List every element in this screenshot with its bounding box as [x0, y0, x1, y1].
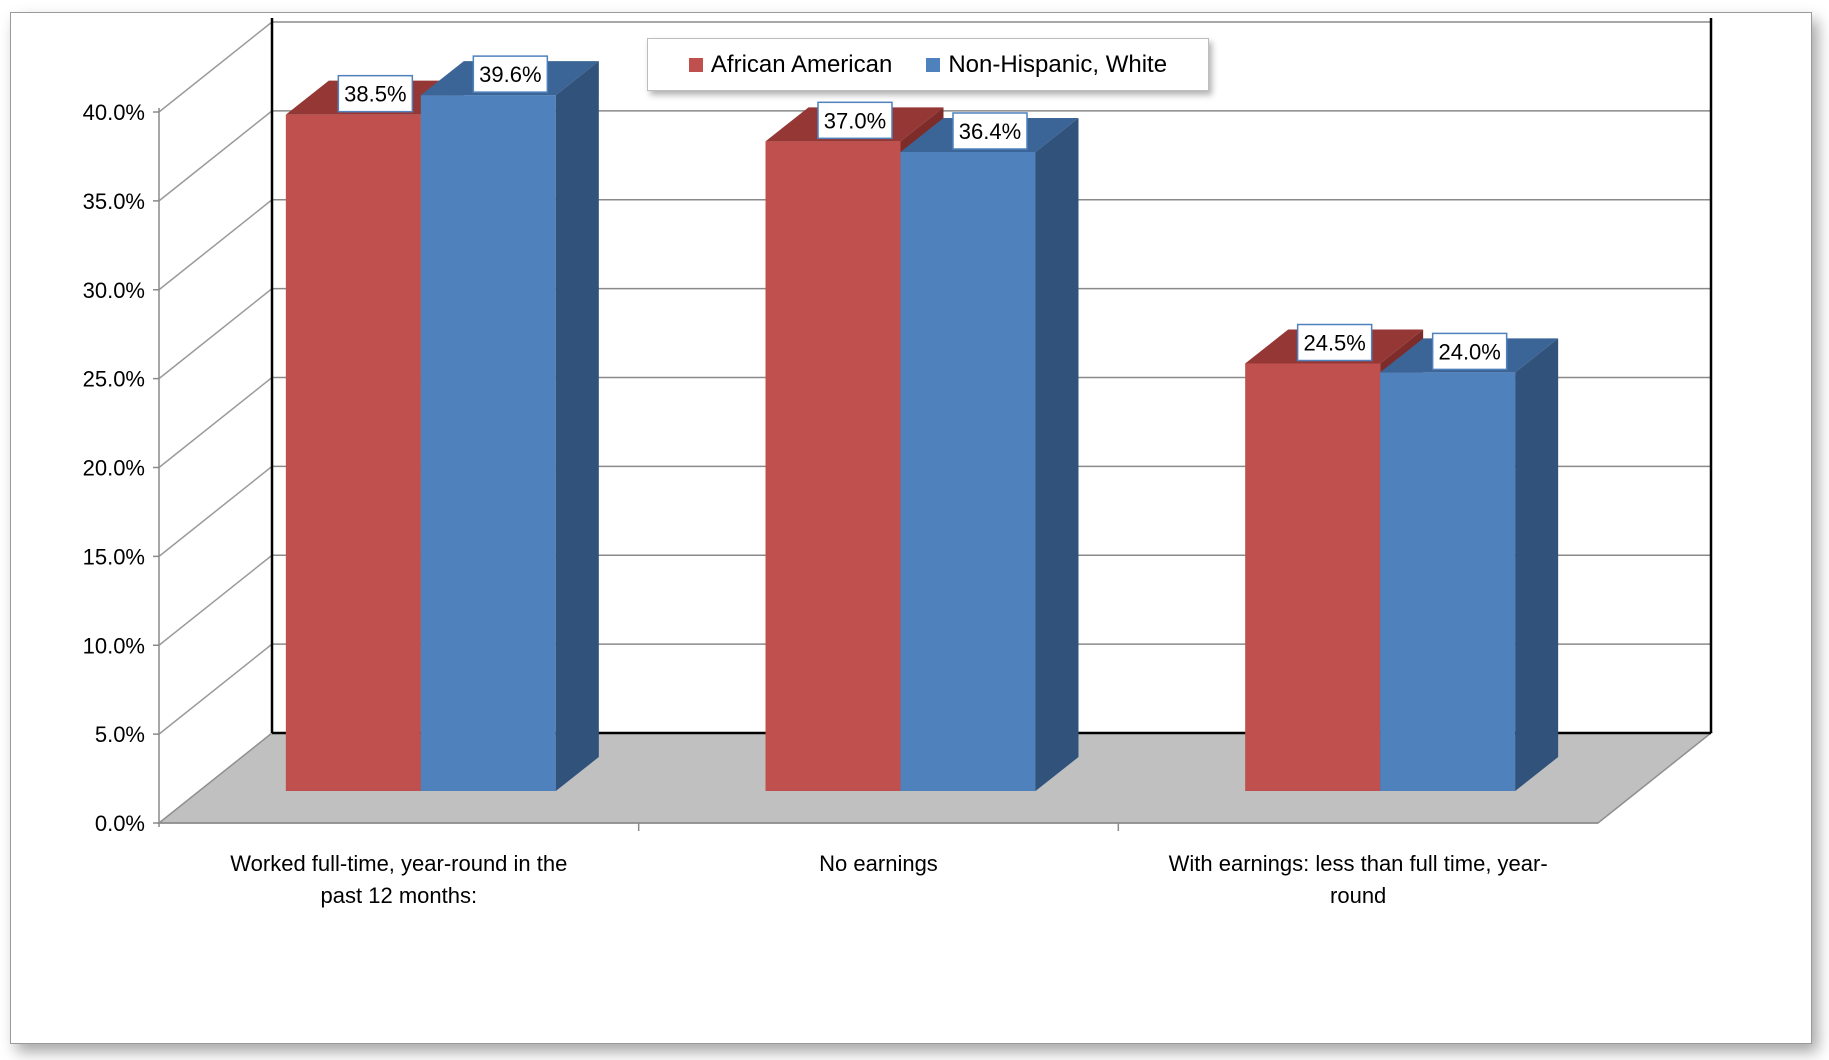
- data-label-box: [817, 101, 893, 140]
- y-axis-tick-labels: 0.0% 5.0% 10.0% 15.0% 20.0% 25.0% 30.0% 35.0% 40…: [83, 100, 159, 836]
- x-axis-category-labels: Worked full-time, year-round in the past …: [230, 823, 1548, 908]
- data-label-box: [952, 112, 1028, 150]
- data-label-box: [1431, 332, 1508, 371]
- y-axis-tick-label: 10.0%: [83, 633, 145, 658]
- y-axis-tick-label: 0.0%: [95, 811, 145, 836]
- x-axis-category-label: past 12 months:: [321, 883, 478, 908]
- data-label: 24.5%: [1303, 331, 1365, 356]
- legend-item-african-american: African American: [688, 50, 893, 79]
- y-axis-tick-label: 20.0%: [83, 456, 145, 481]
- bar-side-face: [1515, 338, 1559, 791]
- y-axis-tick-label: 5.0%: [95, 722, 145, 747]
- bar-front-face: [1245, 363, 1381, 791]
- x-axis-category-label: round: [1330, 883, 1386, 908]
- legend-swatch-african-american: [688, 57, 703, 72]
- y-axis-tick-label: 35.0%: [83, 189, 145, 214]
- data-label: 37.0%: [824, 108, 886, 133]
- bar-chart: 38.5% 39.6% 37.0% 36.4% 24.5% 24.0% 0.0% 5.0% 1…: [83, 18, 1714, 908]
- side-wall-gridline: [158, 643, 273, 735]
- bar-front-face: [1380, 372, 1516, 791]
- legend-label-non-hispanic-white: Non-Hispanic, White: [948, 50, 1168, 78]
- y-axis-tick-label: 30.0%: [83, 278, 145, 303]
- legend-label-african-american: African American: [710, 50, 893, 78]
- data-label-box: [1296, 323, 1373, 362]
- bar-front-face: [420, 95, 556, 792]
- bar-side-face: [1035, 117, 1079, 792]
- data-label: 38.5%: [344, 82, 406, 107]
- y-axis-tick-label: 40.0%: [83, 100, 145, 125]
- y-axis-tick-label: 15.0%: [83, 544, 145, 569]
- side-wall-gridline: [158, 465, 273, 557]
- data-label-box: [337, 74, 414, 113]
- x-axis-category-label: No earnings: [819, 851, 938, 876]
- side-wall-gridline: [158, 554, 273, 646]
- x-axis-category-label: With earnings: less than full time, year…: [1169, 851, 1548, 876]
- side-wall-gridline: [158, 199, 273, 291]
- data-label: 24.0%: [1438, 339, 1500, 364]
- side-wall-gridline: [158, 110, 273, 202]
- bar-front-face: [765, 141, 901, 791]
- side-wall-gridline: [158, 288, 273, 380]
- data-label: 39.6%: [479, 62, 541, 87]
- bars: [285, 61, 1559, 792]
- legend: African American Non-Hispanic, White: [647, 38, 1209, 91]
- legend-swatch-non-hispanic-white: [926, 57, 941, 72]
- data-label-box: [472, 55, 549, 93]
- side-wall-gridline: [158, 376, 273, 469]
- chart-frame: 38.5% 39.6% 37.0% 36.4% 24.5% 24.0% 0.0% 5.0% 1…: [10, 12, 1812, 1044]
- side-wall-gridline: [158, 21, 273, 113]
- data-labels: 38.5% 39.6% 37.0% 36.4% 24.5% 24.0%: [337, 55, 1508, 371]
- bar-front-face: [900, 151, 1036, 792]
- bar-front-face: [285, 114, 421, 792]
- y-axis-tick-label: 25.0%: [83, 367, 145, 392]
- legend-item-non-hispanic-white: Non-Hispanic, White: [926, 51, 1167, 79]
- x-axis-category-label: Worked full-time, year-round in the: [230, 851, 567, 876]
- bar-side-face: [555, 61, 599, 792]
- data-label: 36.4%: [959, 119, 1021, 144]
